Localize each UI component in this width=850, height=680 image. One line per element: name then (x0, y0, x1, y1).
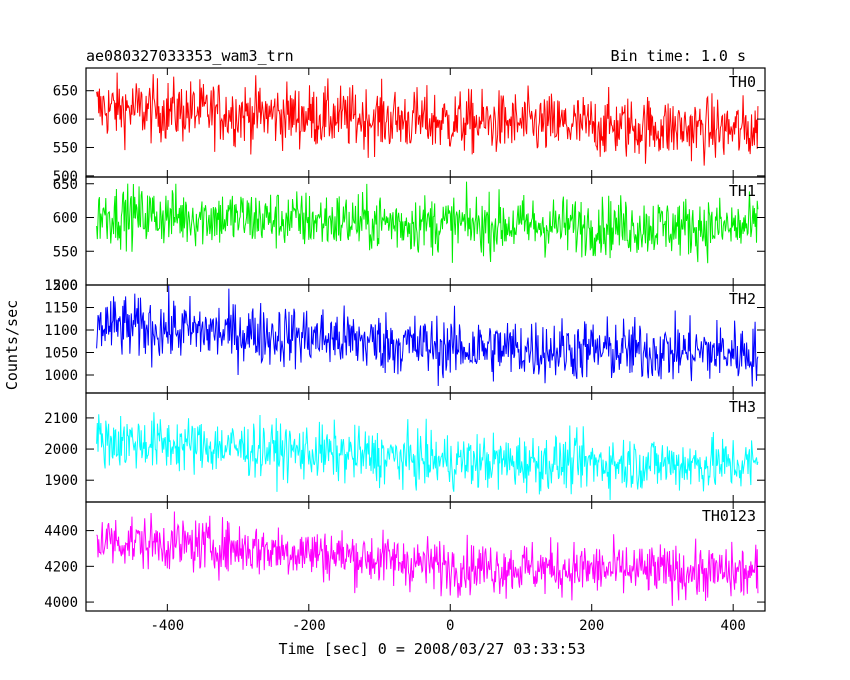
y-axis-label: Counts/sec (3, 300, 21, 390)
panel-th2: 1000 1050 1100 1150 1200 TH2 (44, 278, 766, 394)
y-tick-label: 1050 (44, 346, 78, 362)
panel-label-th0123: TH0123 (702, 507, 756, 525)
panel-th0: 500 550 600 650 TH0 (53, 67, 766, 185)
panel-th0123: 4000 4200 4400 TH0123 (44, 501, 766, 612)
y-tick-label: 500 (53, 278, 78, 294)
y-tick-label: 2000 (44, 442, 78, 458)
x-tick-label: 0 (446, 618, 454, 634)
series-line-th0 (96, 72, 759, 166)
series-line-th2 (96, 285, 759, 387)
y-tick-label: 1200 (44, 278, 78, 294)
y-tick-label: 2100 (44, 411, 78, 427)
panel-label-th0: TH0 (729, 73, 756, 91)
x-tick-label: -400 (150, 618, 184, 634)
y-tick-label: 550 (53, 244, 78, 260)
y-tick-label: 500 (53, 169, 78, 185)
panel-label-th2: TH2 (729, 290, 756, 308)
y-tick-label: 4400 (44, 524, 78, 540)
x-axis-label: Time [sec] 0 = 2008/03/27 03:33:53 (278, 640, 585, 658)
panel-th1: 500 550 600 650 TH1 (53, 176, 766, 294)
chart-title: ae080327033353_wam3_trn (86, 47, 294, 65)
y-tick-label: 1150 (44, 301, 78, 317)
bin-time-label: Bin time: 1.0 s (611, 47, 746, 65)
y-tick-label: 600 (53, 112, 78, 128)
series-line-th0123 (96, 511, 759, 606)
y-tick-label: 4200 (44, 559, 78, 575)
y-tick-label: 1100 (44, 323, 78, 339)
y-tick-label: 1900 (44, 473, 78, 489)
panel-label-th3: TH3 (729, 398, 756, 416)
panels-group: 500 550 600 650 TH0 500 550 600 650 TH1 1000 1050 11… (44, 67, 766, 634)
series-line-th3 (96, 412, 759, 500)
y-tick-label: 1000 (44, 368, 78, 384)
y-tick-label: 4000 (44, 595, 78, 611)
y-tick-label: 650 (53, 177, 78, 193)
y-tick-label: 650 (53, 84, 78, 100)
panel-label-th1: TH1 (729, 182, 756, 200)
y-tick-label: 550 (53, 140, 78, 156)
series-line-th1 (96, 181, 759, 264)
y-tick-label: 600 (53, 211, 78, 227)
x-tick-label: -200 (292, 618, 326, 634)
x-tick-label: 200 (579, 618, 604, 634)
panel-th3: 1900 2000 2100 TH3 (44, 392, 766, 503)
x-tick-label: 400 (721, 618, 746, 634)
panel-frame (85, 501, 766, 612)
